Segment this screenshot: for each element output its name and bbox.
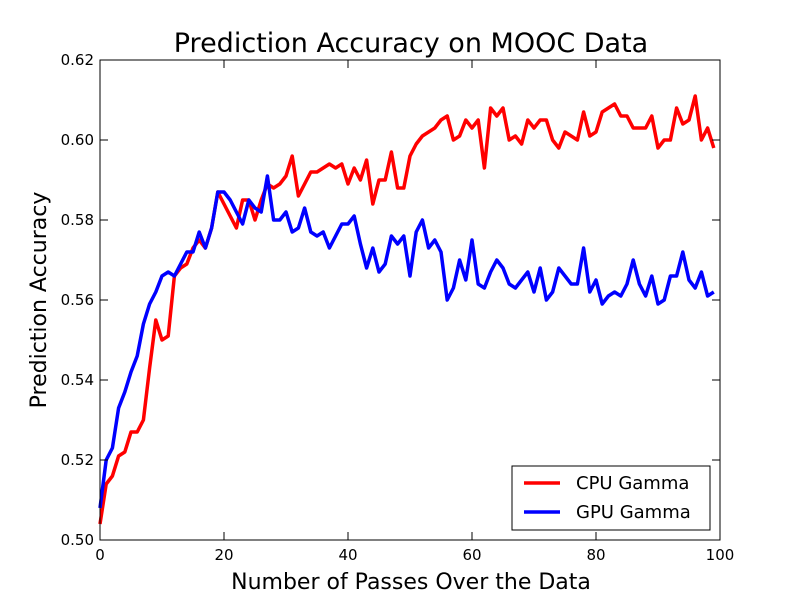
series-layer — [98, 94, 716, 525]
series-line-cpu-gamma — [98, 94, 716, 525]
x-axis-label: Number of Passes Over the Data — [231, 570, 591, 595]
y-tick-label: 0.58 — [61, 211, 94, 229]
y-tick-label: 0.50 — [61, 531, 94, 549]
y-tick-label: 0.54 — [61, 371, 94, 389]
x-tick-label: 100 — [706, 546, 735, 564]
x-tick-label: 20 — [214, 546, 233, 564]
legend-label: GPU Gamma — [576, 502, 691, 523]
y-tick-label: 0.62 — [61, 51, 94, 69]
x-tick-label: 40 — [338, 546, 357, 564]
series-line-gpu-gamma — [98, 174, 715, 509]
x-tick-label: 60 — [462, 546, 481, 564]
x-axis-ticks: 0 20 40 60 80 100 — [95, 60, 734, 564]
y-tick-label: 0.52 — [61, 451, 94, 469]
y-axis-ticks: 0.50 0.52 0.54 0.56 0.58 0.60 0.62 — [61, 51, 720, 549]
y-tick-label: 0.60 — [61, 131, 94, 149]
legend: CPU Gamma GPU Gamma — [511, 465, 711, 531]
legend-box — [511, 465, 711, 531]
x-tick-label: 80 — [586, 546, 605, 564]
legend-label: CPU Gamma — [576, 473, 689, 494]
y-tick-label: 0.56 — [61, 291, 94, 309]
y-axis-label: Prediction Accuracy — [27, 192, 52, 409]
x-tick-label: 0 — [95, 546, 105, 564]
chart-title: Prediction Accuracy on MOOC Data — [174, 28, 648, 59]
